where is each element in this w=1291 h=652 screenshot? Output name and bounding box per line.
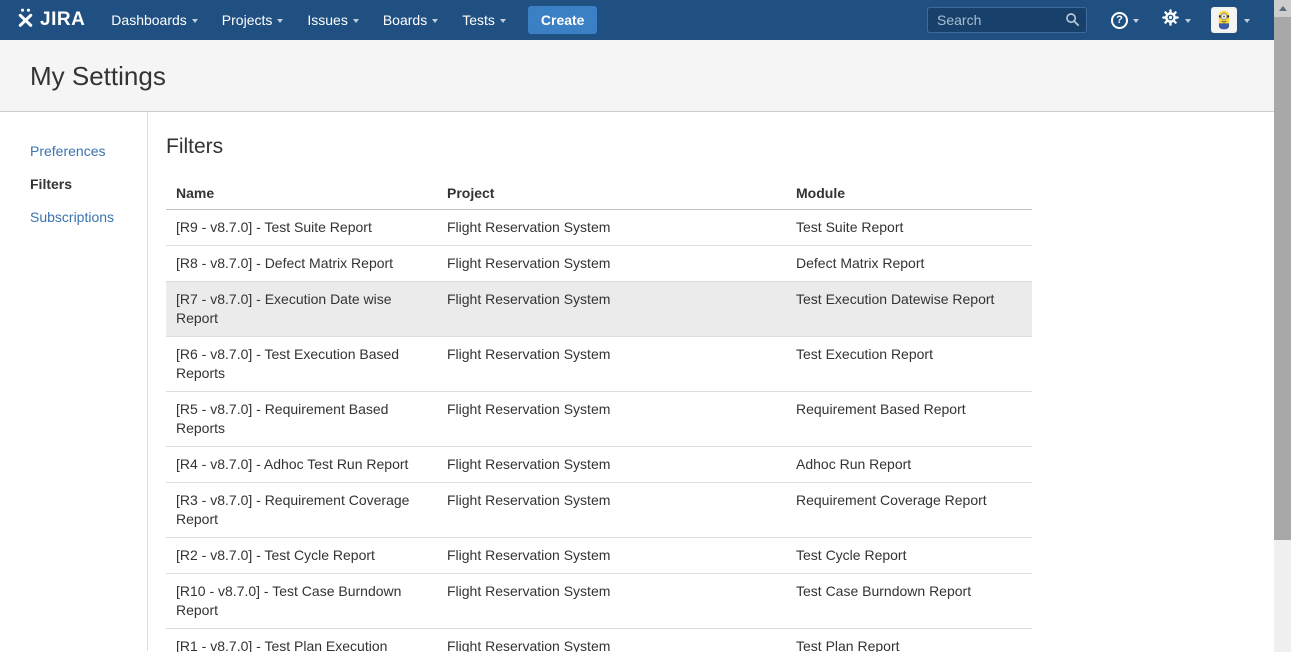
caret-down-icon — [1133, 19, 1139, 23]
jira-logo-text: JIRA — [40, 9, 86, 30]
table-cell: Flight Reservation System — [447, 583, 611, 599]
nav-item-projects[interactable]: Projects — [210, 0, 296, 40]
caret-down-icon — [191, 19, 198, 23]
top-navbar: JIRA Dashboards Projects Issues Boards T… — [0, 0, 1274, 40]
nav-item-label: Issues — [307, 12, 348, 28]
table-cell: [R1 - v8.7.0] - Test Plan Execution — [176, 638, 388, 652]
table-cell: [R7 - v8.7.0] - Execution Date wise Repo… — [176, 291, 392, 326]
sidebar-item-filters[interactable]: Filters — [30, 176, 73, 192]
table-cell: Flight Reservation System — [447, 456, 611, 472]
table-cell: Test Plan Report — [796, 638, 900, 652]
table-cell: [R4 - v8.7.0] - Adhoc Test Run Report — [176, 456, 409, 472]
table-cell: Flight Reservation System — [447, 401, 611, 417]
quick-search — [927, 7, 1087, 33]
table-row[interactable]: [R6 - v8.7.0] - Test Execution Based Rep… — [166, 337, 1032, 392]
table-cell: Flight Reservation System — [447, 291, 611, 307]
caret-down-icon — [432, 19, 439, 23]
content-area: Preferences Filters Subscriptions Filter… — [0, 112, 1274, 652]
table-cell: Flight Reservation System — [447, 492, 611, 508]
jira-logo[interactable]: JIRA — [15, 7, 85, 33]
nav-item-label: Dashboards — [111, 12, 187, 28]
nav-item-tests[interactable]: Tests — [450, 0, 518, 40]
caret-down-icon — [352, 19, 359, 23]
caret-down-icon — [499, 19, 506, 23]
caret-down-icon — [277, 19, 284, 23]
caret-down-icon — [1185, 19, 1191, 23]
table-cell: Requirement Based Report — [796, 401, 966, 417]
filters-table: Name Project Module [R9 - v8.7.0] - Test… — [166, 177, 1032, 652]
nav-item-boards[interactable]: Boards — [371, 0, 450, 40]
table-cell: Flight Reservation System — [447, 219, 611, 235]
table-cell: [R10 - v8.7.0] - Test Case Burndown Repo… — [176, 583, 402, 618]
table-row[interactable]: [R5 - v8.7.0] - Requirement Based Report… — [166, 392, 1032, 447]
table-cell: Requirement Coverage Report — [796, 492, 987, 508]
table-row[interactable]: [R10 - v8.7.0] - Test Case Burndown Repo… — [166, 574, 1032, 629]
sidebar-item-subscriptions[interactable]: Subscriptions — [30, 209, 115, 225]
table-cell: Test Execution Report — [796, 346, 933, 362]
nav-item-issues[interactable]: Issues — [295, 0, 370, 40]
table-row[interactable]: [R4 - v8.7.0] - Adhoc Test Run Report Fli… — [166, 447, 1032, 483]
search-input[interactable] — [927, 7, 1087, 33]
scroll-up-button[interactable] — [1274, 0, 1291, 17]
table-row[interactable]: [R1 - v8.7.0] - Test Plan Execution Fligh… — [166, 629, 1032, 652]
table-cell: Flight Reservation System — [447, 255, 611, 271]
help-menu[interactable]: ? — [1111, 11, 1139, 29]
nav-item-label: Projects — [221, 12, 273, 28]
scrollbar-thumb[interactable] — [1274, 17, 1291, 540]
table-cell: [R8 - v8.7.0] - Defect Matrix Report — [176, 255, 394, 271]
nav-item-label: Boards — [382, 12, 428, 28]
table-header-row: Name Project Module — [166, 177, 1032, 210]
table-row[interactable]: [R3 - v8.7.0] - Requirement Coverage Rep… — [166, 483, 1032, 538]
table-cell: Test Suite Report — [796, 219, 904, 235]
sidebar-item-preferences[interactable]: Preferences — [30, 143, 106, 159]
table-cell: Flight Reservation System — [447, 547, 611, 563]
table-row[interactable]: [R8 - v8.7.0] - Defect Matrix Report Flig… — [166, 246, 1032, 282]
vertical-scrollbar[interactable] — [1274, 0, 1291, 652]
gear-icon — [1161, 8, 1180, 32]
table-cell: Defect Matrix Report — [796, 255, 925, 271]
table-cell: Flight Reservation System — [447, 638, 611, 652]
help-icon: ? — [1111, 11, 1128, 29]
table-cell: [R5 - v8.7.0] - Requirement Based Report… — [176, 401, 389, 436]
section-heading: Filters — [166, 135, 224, 158]
settings-sidebar: Preferences Filters Subscriptions — [0, 112, 148, 651]
table-row[interactable]: [R2 - v8.7.0] - Test Cycle Report Flight … — [166, 538, 1032, 574]
nav-item-dashboards[interactable]: Dashboards — [99, 0, 210, 40]
scroll-up-icon — [1278, 6, 1287, 11]
table-cell: [R6 - v8.7.0] - Test Execution Based Rep… — [176, 346, 400, 381]
column-header-module: Module — [786, 177, 1032, 210]
create-button[interactable]: Create — [527, 6, 598, 34]
table-cell: Test Execution Datewise Report — [796, 291, 995, 307]
column-header-name: Name — [166, 177, 437, 210]
search-icon — [1065, 12, 1080, 32]
nav-item-label: Tests — [462, 12, 495, 28]
admin-menu[interactable] — [1161, 8, 1191, 32]
table-cell: [R2 - v8.7.0] - Test Cycle Report — [176, 547, 375, 563]
navbar-right: ? — [927, 7, 1274, 33]
main-panel: Filters Name Project Module [R9 - v8.7.0… — [148, 112, 1274, 652]
user-menu[interactable] — [1211, 7, 1250, 33]
table-cell: [R9 - v8.7.0] - Test Suite Report — [176, 219, 372, 235]
table-cell: Test Case Burndown Report — [796, 583, 972, 599]
table-row[interactable]: [R9 - v8.7.0] - Test Suite Report Flight … — [166, 210, 1032, 246]
table-cell: [R3 - v8.7.0] - Requirement Coverage Rep… — [176, 492, 410, 527]
table-cell: Adhoc Run Report — [796, 456, 912, 472]
table-cell: Test Cycle Report — [796, 547, 907, 563]
page-header: My Settings — [0, 40, 1274, 112]
table-cell: Flight Reservation System — [447, 346, 611, 362]
caret-down-icon — [1244, 19, 1250, 23]
jira-logo-icon — [15, 7, 36, 33]
column-header-project: Project — [437, 177, 786, 210]
avatar — [1211, 7, 1237, 33]
table-row[interactable]: [R7 - v8.7.0] - Execution Date wise Repo… — [166, 281, 1032, 337]
page-title: My Settings — [30, 61, 166, 91]
